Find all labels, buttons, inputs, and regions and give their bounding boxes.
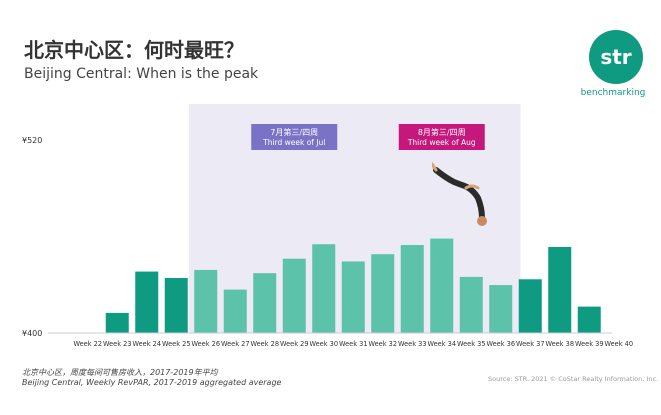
footnote-cn: 北京中心区，周度每间可售房收入，2017-2019年平均: [22, 368, 218, 377]
x-tick-label: Week 38: [545, 340, 574, 348]
annotation-box-1: [251, 124, 338, 150]
x-tick-label: Week 35: [457, 340, 486, 348]
bar-week-28: [253, 273, 277, 333]
bar-week-34: [430, 238, 454, 333]
x-tick-label: Week 25: [162, 340, 191, 348]
logo-tagline: benchmarking: [580, 88, 646, 98]
page-subtitle: Beijing Central: When is the peak: [24, 66, 259, 82]
x-tick-label: Week 22: [73, 340, 102, 348]
annotation-line1: 8月第三/四周: [418, 127, 466, 137]
bar-week-37: [518, 279, 542, 333]
bar-week-38: [548, 246, 572, 333]
diver-illustration: [432, 162, 487, 226]
logo-word: str: [600, 45, 632, 69]
footnote-en: Beijing Central, Weekly RevPAR, 2017-201…: [22, 378, 282, 387]
bar-week-36: [489, 285, 513, 333]
x-tick-label: Week 37: [516, 340, 545, 348]
x-tick-label: Week 30: [309, 340, 338, 348]
annotation-box-2: [398, 124, 485, 150]
x-tick-label: Week 31: [339, 340, 368, 348]
bar-week-31: [341, 261, 365, 333]
x-tick-label: Week 28: [250, 340, 279, 348]
source-note: Source: STR. 2021 © CoStar Realty Inform…: [488, 375, 659, 383]
bar-week-32: [371, 254, 395, 333]
x-tick-label: Week 27: [221, 340, 250, 348]
x-tick-label: Week 26: [191, 340, 220, 348]
x-tick-label: Week 36: [486, 340, 515, 348]
x-tick-label: Week 34: [427, 340, 456, 348]
x-tick-label: Week 33: [398, 340, 427, 348]
bar-week-30: [312, 244, 336, 333]
bar-week-27: [223, 289, 247, 333]
y-tick-label: ¥400: [22, 329, 42, 338]
bar-week-35: [459, 276, 483, 333]
x-tick-label: Week 29: [280, 340, 309, 348]
y-tick-label: ¥520: [22, 136, 42, 145]
x-tick-label: Week 40: [604, 340, 633, 348]
logo-circle: str: [589, 30, 643, 84]
bar-week-24: [135, 271, 159, 333]
bar-week-39: [577, 306, 601, 333]
annotation-line2: Third week of Aug: [407, 138, 476, 147]
annotation-line1: 7月第三/四周: [270, 127, 318, 137]
x-tick-label: Week 32: [368, 340, 397, 348]
bar-week-33: [400, 245, 424, 333]
annotation-line2: Third week of Jul: [262, 138, 325, 147]
x-tick-label: Week 23: [103, 340, 132, 348]
bar-week-23: [105, 312, 129, 333]
bar-week-26: [194, 269, 218, 333]
str-logo: str benchmarking: [581, 30, 646, 100]
bar-week-29: [282, 258, 306, 333]
page-title: 北京中心区：何时最旺？: [24, 38, 244, 62]
x-tick-label: Week 24: [132, 340, 161, 348]
x-tick-label: Week 39: [575, 340, 604, 348]
bar-week-25: [164, 277, 188, 333]
